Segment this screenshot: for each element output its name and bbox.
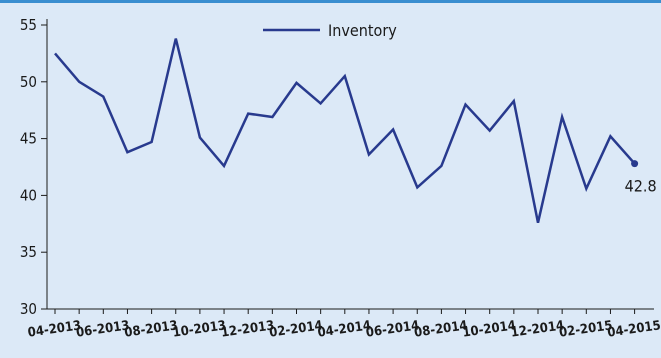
x-tick-label: 06-2014 [365,318,420,340]
x-axis-ticks: 04-201306-201308-201310-201312-201302-20… [27,309,661,341]
y-tick-label: 55 [20,16,37,34]
x-tick-label: 04-2014 [317,318,372,340]
x-tick-label: 04-2013 [27,318,82,340]
x-tick-label: 02-2015 [558,318,613,340]
series-layer: 42.8 [54,38,657,223]
x-tick-label: 08-2014 [413,318,468,340]
y-tick-label: 35 [20,243,37,261]
x-tick-label: 04-2015 [606,318,661,340]
y-tick-label: 40 [20,186,37,204]
x-tick-label: 12-2013 [220,318,275,340]
series-line-inventory [54,38,636,223]
end-value-label: 42.8 [625,177,657,196]
end-point-marker [631,160,639,168]
x-tick-label: 10-2014 [462,318,517,340]
x-tick-label: 06-2013 [75,318,130,340]
x-tick-label: 10-2013 [172,318,227,340]
legend-label-inventory: Inventory [328,21,397,40]
y-axis-ticks: 30 35 40 45 50 55 [20,16,47,318]
axes [46,19,654,310]
legend: Inventory [263,21,397,40]
y-tick-label: 50 [20,73,37,91]
y-tick-label: 30 [20,300,37,318]
x-tick-label: 12-2014 [510,318,565,340]
x-tick-label: 08-2013 [123,318,178,340]
x-tick-label: 02-2014 [268,318,323,340]
y-tick-label: 45 [20,130,37,148]
